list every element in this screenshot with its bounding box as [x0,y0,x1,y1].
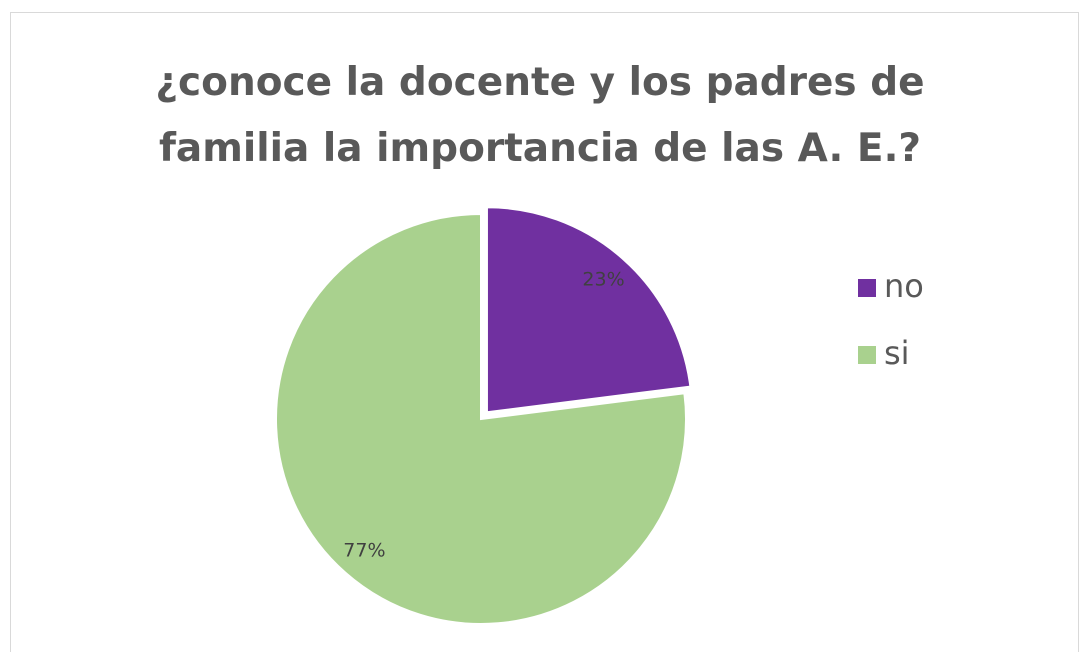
pie-slice [275,212,687,625]
chart-frame [10,12,1079,652]
chart-title: ¿conoce la docente y los padres de famil… [155,60,925,171]
legend-label: si [884,334,910,372]
legend-swatch [858,279,876,297]
legend-label: no [884,267,924,305]
legend-swatch [858,346,876,364]
data-label: 77% [343,540,385,562]
data-label: 23% [582,269,624,291]
pie-slice [485,206,692,414]
